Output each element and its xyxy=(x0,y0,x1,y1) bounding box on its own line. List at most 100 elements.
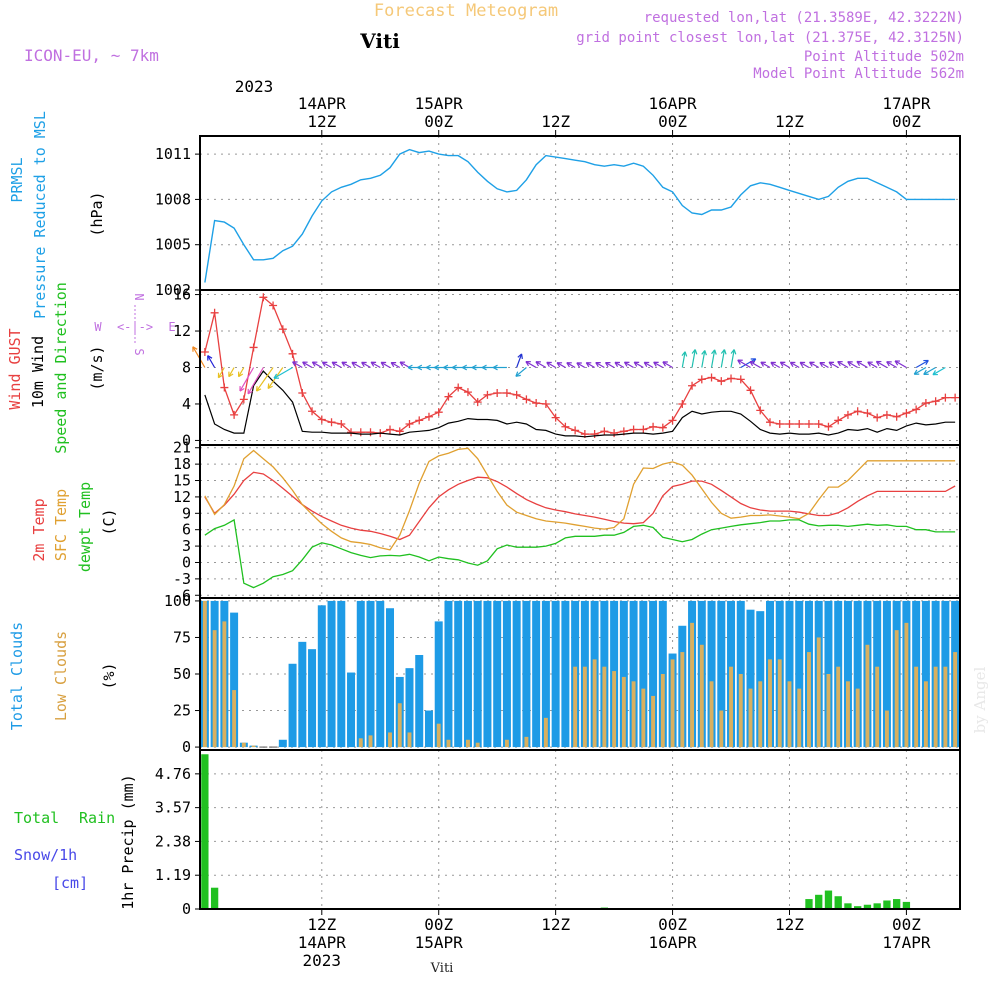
wind-gust-point xyxy=(775,420,784,429)
rain-label: Rain xyxy=(79,809,115,827)
low-clouds-bar xyxy=(729,666,733,748)
wind-arrow-head xyxy=(749,360,756,367)
wind-direction-arrow xyxy=(819,361,829,369)
wind-arrow-shaft xyxy=(525,361,537,369)
wind-arrow-head xyxy=(217,372,224,379)
wind-direction-arrow xyxy=(546,361,556,369)
wind-arrow-shaft xyxy=(341,361,352,369)
wind-direction-arrow xyxy=(867,361,878,369)
wind-gust-point xyxy=(230,410,239,419)
wind-gust-point xyxy=(210,308,219,317)
top-date-label: 16APR xyxy=(648,94,697,113)
low-clouds-bar xyxy=(846,681,850,748)
wind-direction-arrow xyxy=(237,367,245,378)
wind-gust-point xyxy=(766,418,774,427)
wind-gust-point xyxy=(590,430,599,439)
precip-unit: 1hr Precip (mm) xyxy=(119,774,137,909)
wind-arrow-head xyxy=(614,361,620,367)
wind-arrow-shaft xyxy=(837,361,849,369)
grid-layer xyxy=(200,136,960,910)
temp-sfc-label: SFC Temp xyxy=(52,489,70,561)
wind-direction-arrow xyxy=(633,361,644,369)
wind-arrow-head xyxy=(302,361,308,367)
wind-arrow-head xyxy=(819,361,825,368)
wind-gust-point xyxy=(873,413,882,422)
top-hour-label: 12Z xyxy=(541,112,570,131)
low-clouds-bar xyxy=(943,666,948,748)
low-clouds-bar xyxy=(631,681,636,748)
bottom-hour-label: 00Z xyxy=(892,915,921,934)
wind-gust-point xyxy=(415,416,424,425)
wind-arrow-head xyxy=(691,349,698,355)
wind-direction-arrow xyxy=(192,346,206,368)
wind-arrow-head xyxy=(867,361,873,367)
wind-gust-point xyxy=(347,428,356,437)
wind-gust-point xyxy=(386,425,394,434)
low-clouds-bar xyxy=(202,600,207,748)
wind-arrow-head xyxy=(856,360,862,367)
wind-arrow-shaft xyxy=(915,359,929,369)
wind-gust-point xyxy=(298,389,307,398)
wind-gust-point xyxy=(327,418,336,427)
wind-arrow-head xyxy=(341,361,347,367)
wind-direction-arrow xyxy=(828,361,839,369)
wind-gust-point xyxy=(522,395,531,404)
wind-arrow-shaft xyxy=(302,361,313,369)
wind-direction-arrow xyxy=(292,361,303,369)
y-tick-label: 8 xyxy=(182,359,191,377)
wind-arrow-shaft xyxy=(828,361,839,369)
wind-arrow-shaft xyxy=(292,361,303,369)
total-label: Total xyxy=(14,809,59,827)
wind-unit: (m/s) xyxy=(88,345,106,390)
top-date-label: 17APR xyxy=(882,94,931,113)
total-clouds-bar xyxy=(512,600,521,748)
wind-arrow-head xyxy=(380,361,387,367)
wind-arrow-head xyxy=(331,361,338,367)
wind-direction-arrow xyxy=(691,349,698,368)
wind-gust-point xyxy=(561,422,570,431)
wind-gust-point xyxy=(668,416,677,425)
wind-arrow-shaft xyxy=(701,350,706,368)
wind-direction-arrow xyxy=(913,366,927,375)
wind-arrow-head xyxy=(492,364,498,371)
wind-gust-point xyxy=(444,392,453,401)
wind-arrow-head xyxy=(267,383,273,390)
wind-direction-arrow xyxy=(614,361,625,369)
total-clouds-bar xyxy=(327,600,336,748)
wind-arrow-head xyxy=(370,361,377,367)
y-tick-label: 3.57 xyxy=(155,799,191,817)
total-clouds-bar xyxy=(717,600,726,748)
bottom-date-label: 17APR xyxy=(882,933,931,952)
wind-gust-point xyxy=(804,420,813,429)
wind-direction-arrow xyxy=(361,361,371,369)
low-clouds-bar xyxy=(894,630,899,748)
wind-direction-arrow xyxy=(894,360,907,369)
wind-gust-point xyxy=(278,325,287,334)
y-tick-label: 15 xyxy=(173,472,191,490)
total-clouds-bar xyxy=(843,600,852,748)
wind-gust-point xyxy=(434,408,443,417)
watermark: by Angel xyxy=(971,666,989,733)
pressure-unit: (hPa) xyxy=(88,191,106,236)
y-tick-label: 25 xyxy=(173,702,191,720)
wind-direction-arrow xyxy=(779,361,790,369)
snow-unit: [cm] xyxy=(52,874,88,892)
wind-direction-arrow xyxy=(730,349,737,368)
total-clouds-bar xyxy=(756,611,765,748)
total-clouds-bar xyxy=(278,739,287,748)
wind-10m-line xyxy=(204,370,956,438)
wind-direction-arrow xyxy=(604,361,615,369)
wind-direction-arrow xyxy=(576,362,586,369)
wind-arrow-shaft xyxy=(886,361,897,369)
wind-direction-arrow xyxy=(341,361,352,369)
top-year-label: 2023 xyxy=(235,77,274,96)
low-clouds-bar xyxy=(660,674,665,748)
wind-arrow-shaft xyxy=(192,346,206,368)
wind-direction-arrow xyxy=(737,359,751,369)
wind-arrow-head xyxy=(828,361,835,367)
total-clouds-bar xyxy=(473,600,482,748)
wind-gust-point xyxy=(220,383,229,392)
wind-arrow-head xyxy=(425,364,431,371)
top-hour-label: 12Z xyxy=(307,112,336,131)
wind-arrow-shaft xyxy=(932,366,946,376)
